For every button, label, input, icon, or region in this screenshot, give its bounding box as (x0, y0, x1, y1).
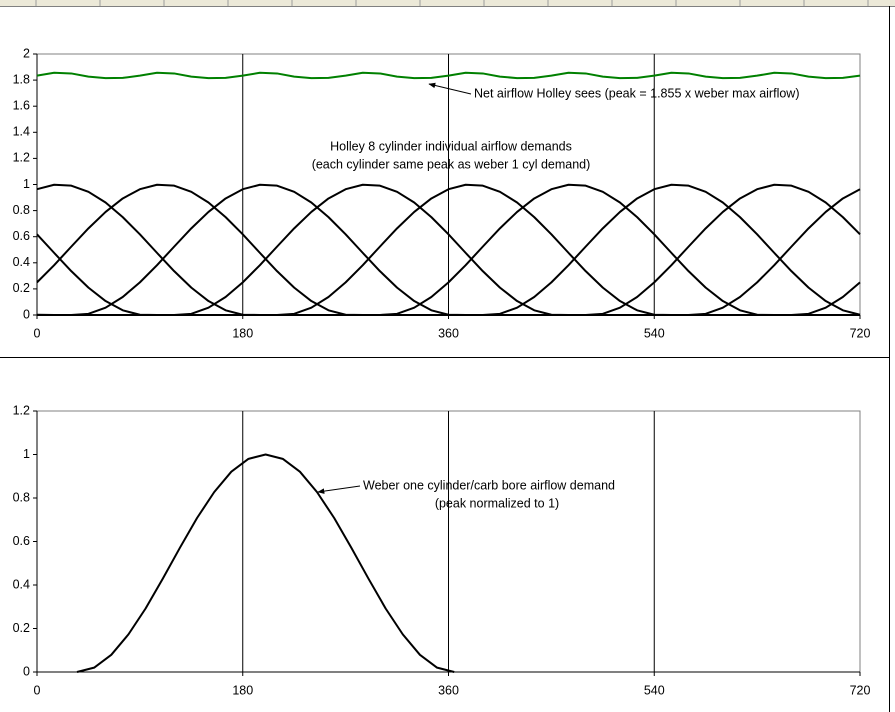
x-tick-label: 360 (438, 326, 459, 340)
series-line (36, 71, 861, 80)
y-tick-label: 1 (23, 177, 30, 191)
x-tick-label: 720 (850, 683, 871, 697)
y-tick-label: 0.8 (13, 490, 30, 504)
annotation-arrow (428, 82, 472, 95)
y-tick-label: 1.2 (13, 151, 30, 165)
annotation: Net airflow Holley sees (peak = 1.855 x … (474, 86, 799, 100)
y-tick-label: 0.4 (13, 577, 30, 591)
y-tick-label: 1.8 (13, 72, 30, 86)
y-tick-label: 1.2 (13, 403, 30, 417)
y-tick-label: 0.2 (13, 281, 30, 295)
y-tick-label: 1 (23, 447, 30, 461)
x-tick-label: 540 (644, 683, 665, 697)
x-tick-label: 0 (34, 683, 41, 697)
x-tick-label: 180 (232, 326, 253, 340)
y-tick-label: 0 (23, 307, 30, 321)
y-tick-label: 0.6 (13, 534, 30, 548)
y-tick-label: 1.6 (13, 98, 30, 112)
column-header-strip (0, 0, 895, 6)
y-tick-label: 0.8 (13, 203, 30, 217)
x-tick-label: 720 (850, 326, 871, 340)
x-tick-label: 360 (438, 683, 459, 697)
x-tick-label: 180 (232, 683, 253, 697)
x-tick-label: 540 (644, 326, 665, 340)
y-tick-label: 0.2 (13, 621, 30, 635)
annotation: Weber one cylinder/carb bore airflow dem… (363, 478, 615, 492)
annotation: Holley 8 cylinder individual airflow dem… (330, 139, 572, 153)
annotation: (peak normalized to 1) (435, 496, 559, 510)
series-line (76, 453, 455, 673)
y-tick-label: 2 (23, 46, 30, 60)
column-dividers (35, 0, 869, 6)
y-tick-label: 0.4 (13, 255, 30, 269)
x-tick-label: 0 (34, 326, 41, 340)
y-tick-label: 0.6 (13, 229, 30, 243)
series-line (36, 183, 861, 316)
y-tick-label: 0 (23, 664, 30, 678)
y-tick-label: 1.4 (13, 125, 30, 139)
annotation: (each cylinder same peak as weber 1 cyl … (312, 157, 591, 171)
annotation-arrow (317, 485, 361, 494)
